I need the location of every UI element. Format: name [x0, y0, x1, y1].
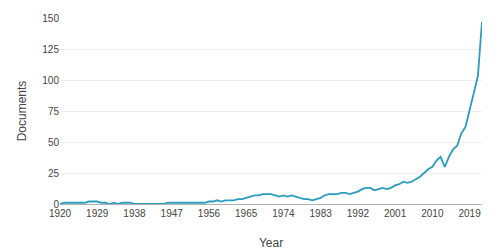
svg-text:1965: 1965	[235, 208, 258, 219]
svg-text:2010: 2010	[421, 208, 444, 219]
svg-text:50: 50	[48, 137, 60, 148]
svg-text:75: 75	[48, 106, 60, 117]
svg-text:2001: 2001	[384, 208, 407, 219]
svg-text:25: 25	[48, 168, 60, 179]
svg-text:150: 150	[42, 13, 59, 24]
svg-text:1992: 1992	[347, 208, 370, 219]
svg-text:1956: 1956	[198, 208, 221, 219]
svg-text:0: 0	[53, 199, 59, 210]
svg-text:100: 100	[42, 75, 59, 86]
svg-text:1938: 1938	[123, 208, 146, 219]
svg-text:1920: 1920	[49, 208, 72, 219]
svg-text:Year: Year	[259, 236, 283, 250]
svg-text:1974: 1974	[272, 208, 295, 219]
svg-text:1947: 1947	[161, 208, 184, 219]
svg-text:1983: 1983	[310, 208, 333, 219]
svg-text:Documents: Documents	[15, 81, 29, 142]
svg-text:2019: 2019	[458, 208, 481, 219]
svg-text:125: 125	[42, 44, 59, 55]
svg-text:1929: 1929	[86, 208, 109, 219]
